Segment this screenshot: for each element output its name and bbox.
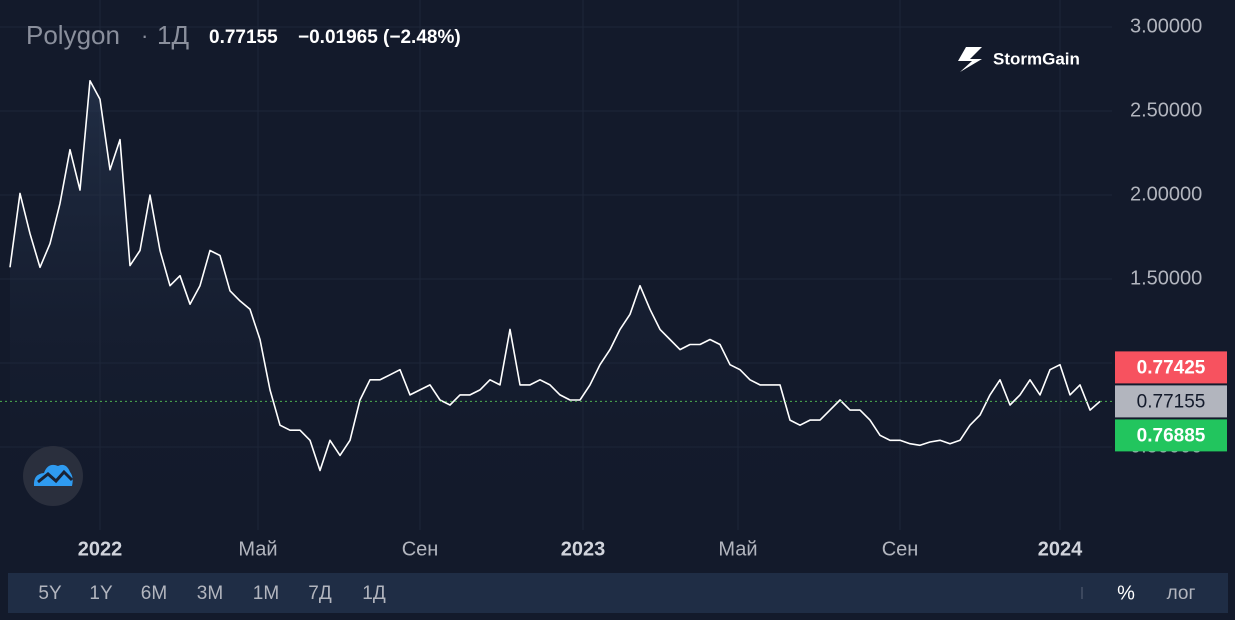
price-label: 0.76885 — [1137, 425, 1206, 446]
toolbar — [8, 573, 1228, 613]
y-tick-label: 1.50000 — [1130, 267, 1202, 289]
x-tick-label: 2023 — [561, 538, 606, 560]
area — [10, 80, 1100, 531]
range-button[interactable]: 1Y — [89, 583, 113, 604]
brand: StormGain — [993, 49, 1080, 68]
percent-button[interactable]: % — [1117, 582, 1135, 604]
logo-icon-line — [37, 469, 74, 484]
range-button[interactable]: 1Д — [362, 583, 386, 604]
price-label-box — [1115, 351, 1227, 384]
y-tick-label: 2.50000 — [1130, 99, 1202, 121]
price-label: 0.77155 — [1137, 391, 1206, 412]
x-tick-label: 2022 — [78, 538, 123, 560]
range-button[interactable]: 5Y — [38, 583, 62, 604]
y-tick-label: 3.00000 — [1130, 15, 1202, 37]
x-tick-label: 2024 — [1038, 538, 1083, 560]
range-button[interactable]: 6M — [141, 583, 167, 604]
interval: 1Д — [157, 20, 189, 50]
price-label-box — [1115, 419, 1227, 452]
x-tick-label: Сен — [402, 538, 439, 560]
price-label-box — [1115, 385, 1227, 418]
range-button[interactable]: 3M — [197, 583, 223, 604]
y-tick-label: 2.00000 — [1130, 183, 1202, 205]
symbol: Polygon — [26, 20, 120, 50]
brand-icon — [958, 47, 982, 72]
range-button[interactable]: 1M — [253, 583, 279, 604]
x-tick-label: Сен — [882, 538, 919, 560]
change: −0.01965 (−2.48%) — [298, 27, 461, 48]
range-button[interactable]: 7Д — [308, 583, 332, 604]
log-button[interactable]: лог — [1167, 583, 1196, 604]
separator: · — [141, 23, 148, 48]
price-label: 0.77425 — [1137, 357, 1206, 378]
x-tick-label: Май — [718, 538, 757, 560]
price-line — [9, 80, 1101, 472]
price: 0.77155 — [209, 27, 278, 48]
logo-icon — [33, 464, 73, 486]
x-tick-label: Май — [238, 538, 277, 560]
